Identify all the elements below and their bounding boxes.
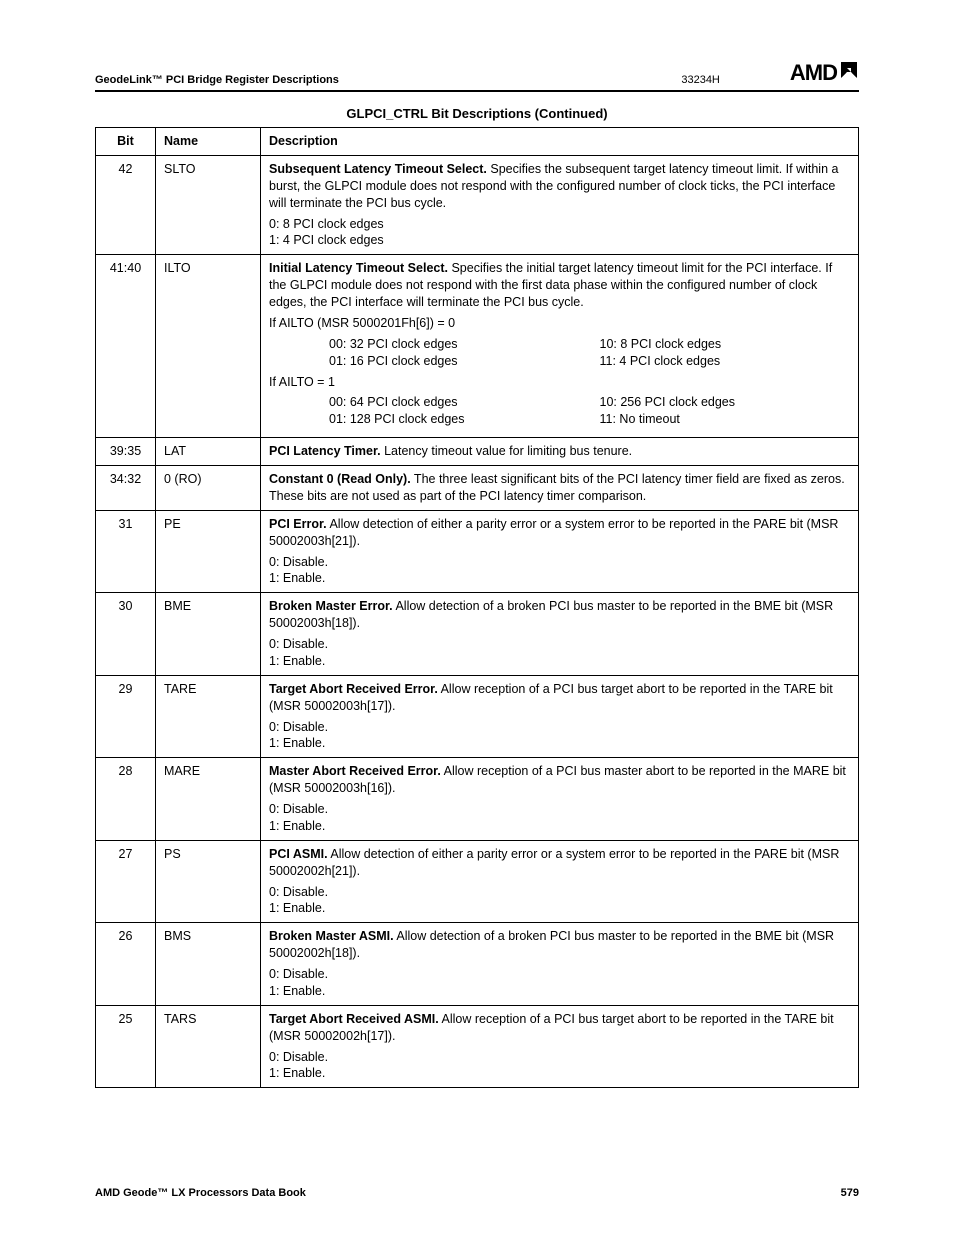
name-cell: 0 (RO) (156, 466, 261, 511)
bit-description-table: Bit Name Description 42SLTOSubsequent La… (95, 127, 859, 1088)
col-name: Name (156, 128, 261, 156)
name-cell: LAT (156, 438, 261, 466)
name-cell: PE (156, 510, 261, 593)
desc-cell: PCI Latency Timer. Latency timeout value… (261, 438, 859, 466)
col-bit: Bit (96, 128, 156, 156)
table-row: 28MAREMaster Abort Received Error. Allow… (96, 758, 859, 841)
name-cell: SLTO (156, 155, 261, 254)
desc-cell: PCI Error. Allow detection of either a p… (261, 510, 859, 593)
desc-cell: Initial Latency Timeout Select. Specifie… (261, 255, 859, 438)
desc-cell: Master Abort Received Error. Allow recep… (261, 758, 859, 841)
table-row: 27PSPCI ASMI. Allow detection of either … (96, 840, 859, 923)
table-header-row: Bit Name Description (96, 128, 859, 156)
desc-cell: Subsequent Latency Timeout Select. Speci… (261, 155, 859, 254)
table-row: 42SLTOSubsequent Latency Timeout Select.… (96, 155, 859, 254)
table-row: 34:320 (RO)Constant 0 (Read Only). The t… (96, 466, 859, 511)
table-row: 31PEPCI Error. Allow detection of either… (96, 510, 859, 593)
desc-cell: Constant 0 (Read Only). The three least … (261, 466, 859, 511)
page-header: GeodeLink™ PCI Bridge Register Descripti… (95, 60, 859, 92)
table-row: 25TARSTarget Abort Received ASMI. Allow … (96, 1005, 859, 1088)
desc-cell: Target Abort Received ASMI. Allow recept… (261, 1005, 859, 1088)
header-title: GeodeLink™ PCI Bridge Register Descripti… (95, 74, 339, 86)
bit-cell: 27 (96, 840, 156, 923)
desc-cell: PCI ASMI. Allow detection of either a pa… (261, 840, 859, 923)
name-cell: MARE (156, 758, 261, 841)
header-code: 33234H (681, 74, 720, 86)
bit-cell: 29 (96, 675, 156, 758)
footer-left: AMD Geode™ LX Processors Data Book (95, 1187, 306, 1199)
name-cell: TARS (156, 1005, 261, 1088)
logo-text: AMD (790, 60, 837, 86)
table-row: 41:40ILTOInitial Latency Timeout Select.… (96, 255, 859, 438)
amd-logo: AMD (790, 60, 859, 86)
bit-cell: 31 (96, 510, 156, 593)
name-cell: BMS (156, 923, 261, 1006)
amd-arrow-icon (839, 60, 859, 86)
name-cell: BME (156, 593, 261, 676)
name-cell: PS (156, 840, 261, 923)
bit-cell: 41:40 (96, 255, 156, 438)
table-title: GLPCI_CTRL Bit Descriptions (Continued) (95, 106, 859, 121)
table-row: 26BMSBroken Master ASMI. Allow detection… (96, 923, 859, 1006)
bit-cell: 25 (96, 1005, 156, 1088)
footer-page-num: 579 (841, 1187, 859, 1199)
bit-cell: 39:35 (96, 438, 156, 466)
desc-cell: Broken Master Error. Allow detection of … (261, 593, 859, 676)
table-row: 39:35LATPCI Latency Timer. Latency timeo… (96, 438, 859, 466)
bit-cell: 42 (96, 155, 156, 254)
desc-cell: Broken Master ASMI. Allow detection of a… (261, 923, 859, 1006)
table-row: 30BMEBroken Master Error. Allow detectio… (96, 593, 859, 676)
bit-cell: 34:32 (96, 466, 156, 511)
bit-cell: 28 (96, 758, 156, 841)
name-cell: ILTO (156, 255, 261, 438)
col-desc: Description (261, 128, 859, 156)
page-footer: AMD Geode™ LX Processors Data Book 579 (95, 1187, 859, 1199)
desc-cell: Target Abort Received Error. Allow recep… (261, 675, 859, 758)
bit-cell: 26 (96, 923, 156, 1006)
page-container: GeodeLink™ PCI Bridge Register Descripti… (0, 0, 954, 1128)
table-row: 29TARETarget Abort Received Error. Allow… (96, 675, 859, 758)
name-cell: TARE (156, 675, 261, 758)
bit-cell: 30 (96, 593, 156, 676)
